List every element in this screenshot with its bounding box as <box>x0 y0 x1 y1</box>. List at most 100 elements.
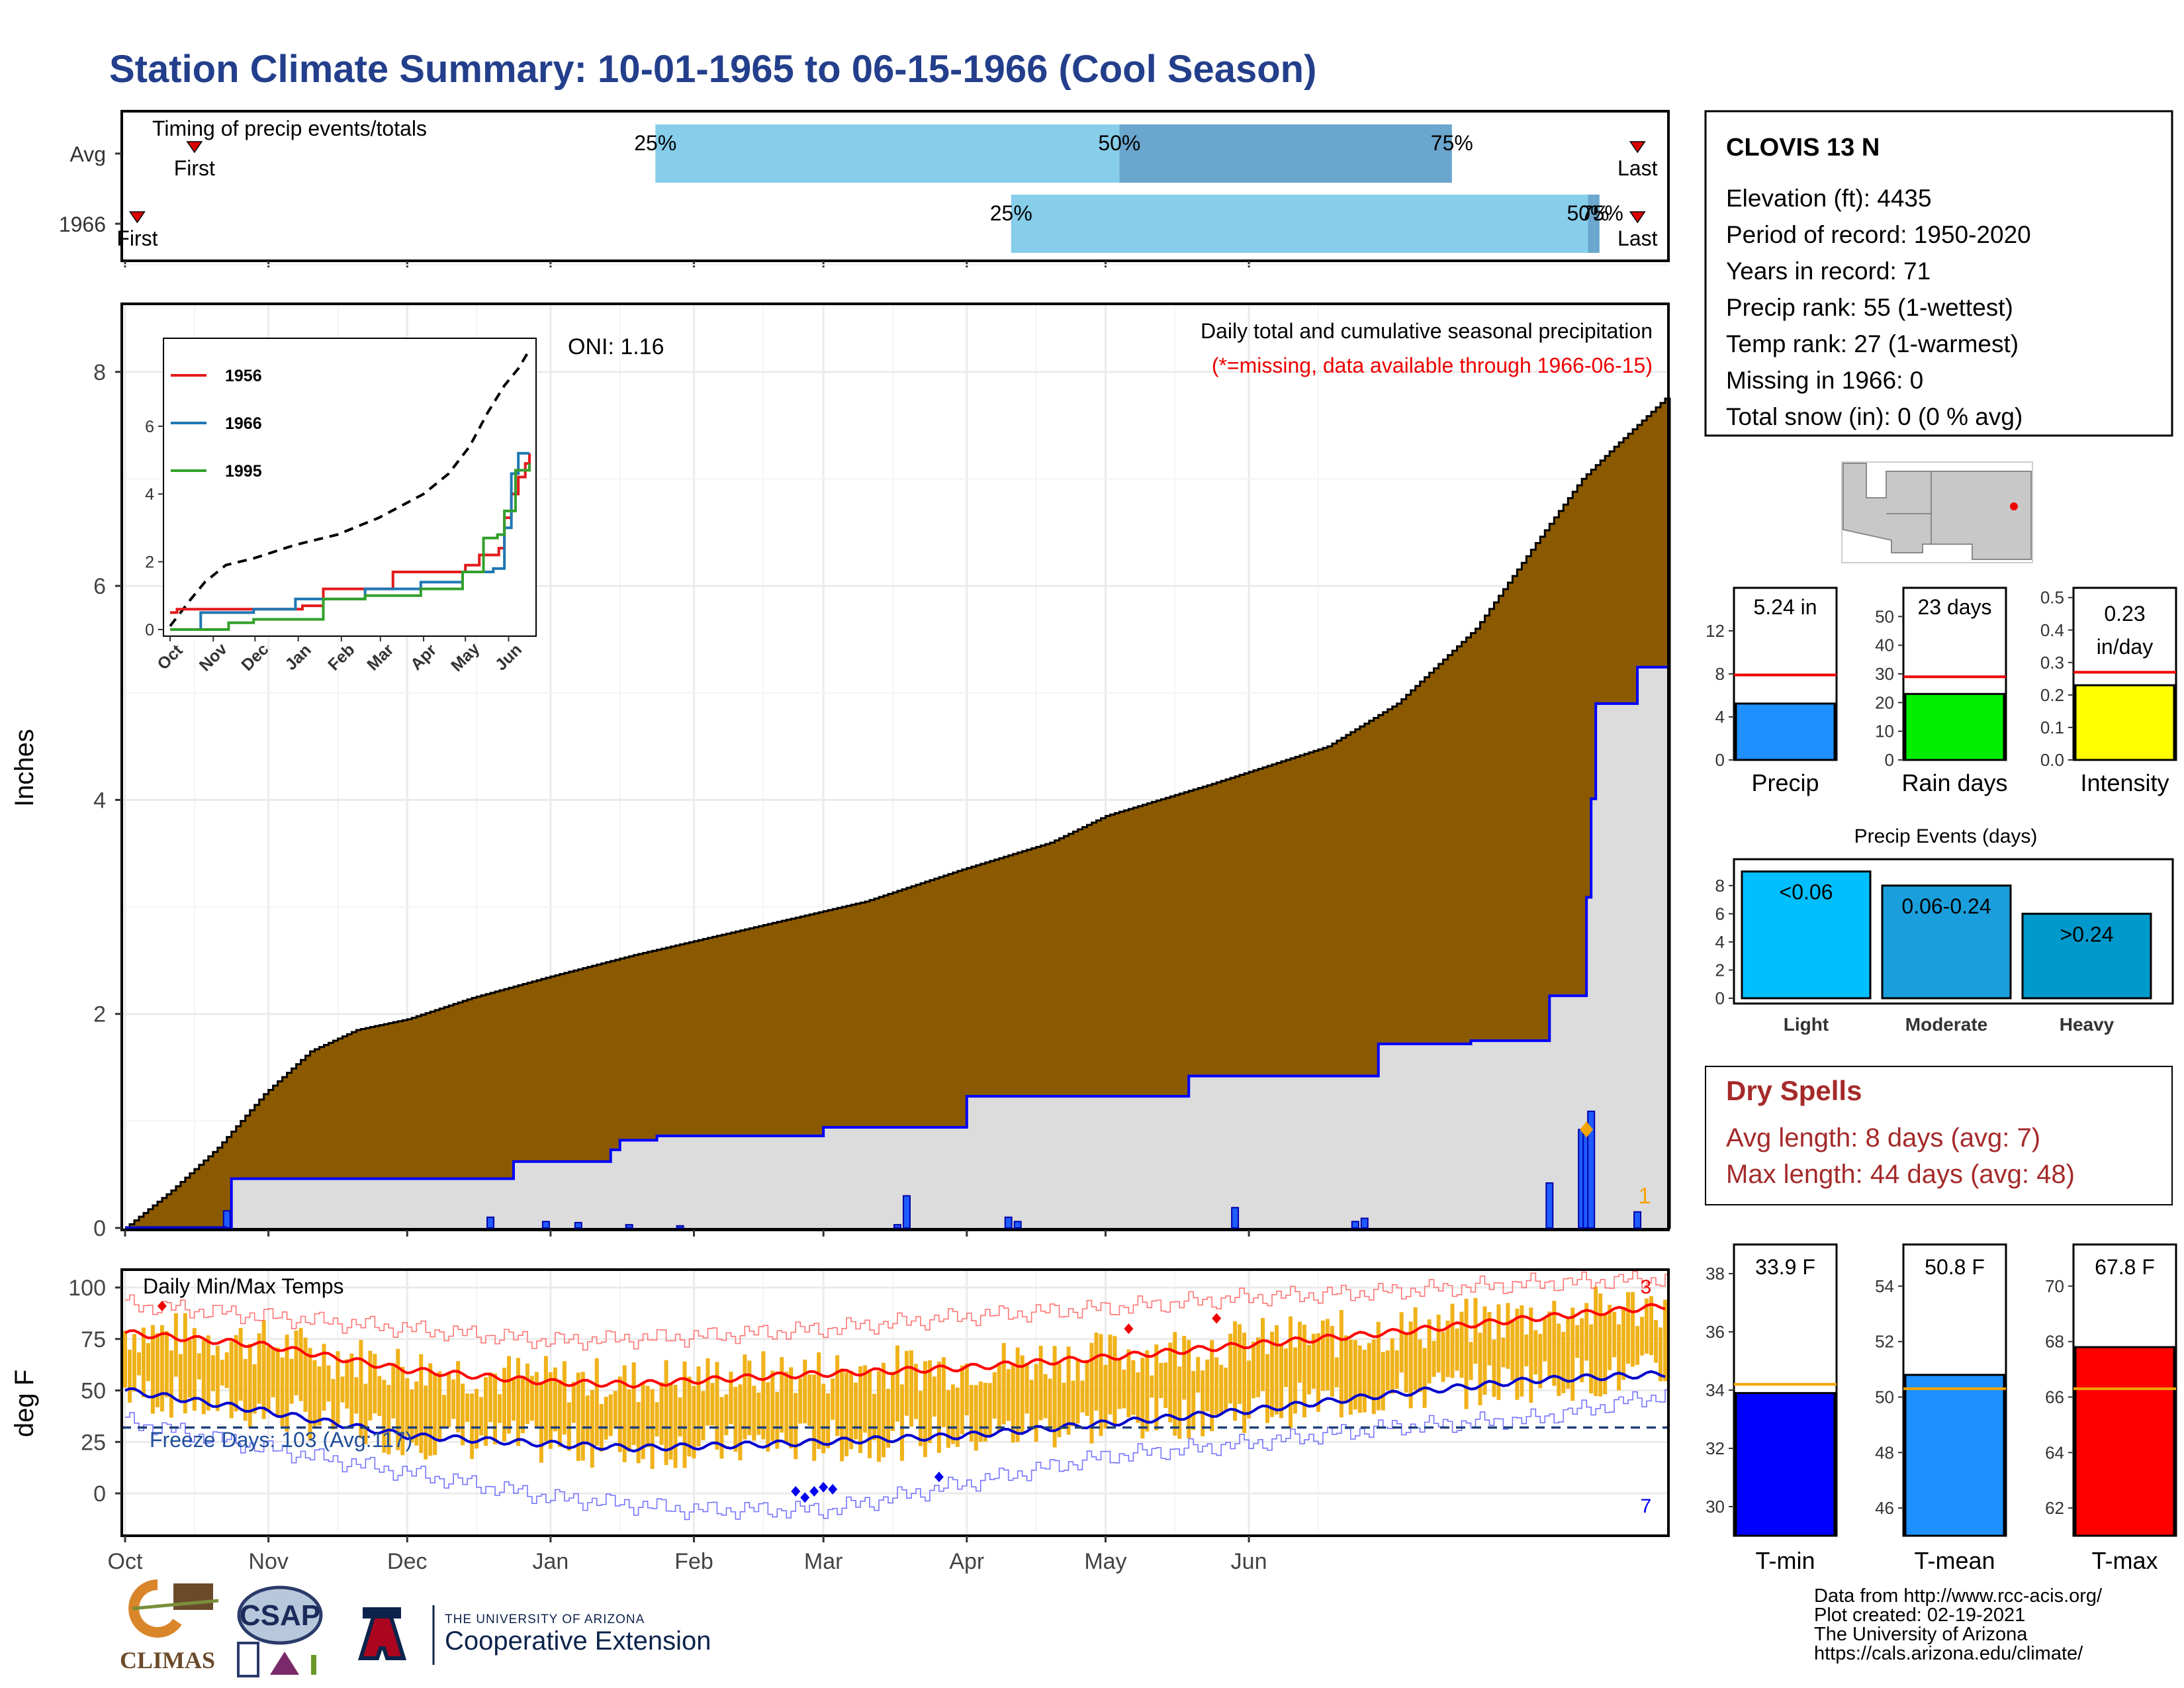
month-label: Jun <box>1231 1549 1267 1574</box>
daily-temp-bar <box>692 1385 696 1459</box>
daily-temp-bar <box>1404 1333 1408 1393</box>
daily-temp-bar <box>1626 1291 1631 1364</box>
daily-temp-bar <box>1113 1336 1117 1427</box>
temp-min-count: 7 <box>1641 1495 1652 1517</box>
daily-temp-bar <box>904 1350 909 1416</box>
daily-temp-bar <box>899 1384 904 1461</box>
daily-temp-bar <box>1441 1332 1445 1382</box>
daily-temp-bar <box>960 1365 964 1434</box>
daily-temp-bar <box>377 1376 382 1417</box>
daily-temp-bar <box>978 1381 983 1442</box>
daily-temp-bar <box>1408 1321 1413 1409</box>
month-label: Dec <box>387 1549 427 1574</box>
daily-temp-bar <box>987 1383 992 1438</box>
timing-bar-mid <box>1588 195 1594 253</box>
daily-temp-bar <box>1413 1307 1418 1391</box>
daily-temp-bar <box>1543 1318 1547 1362</box>
daily-temp-bar <box>775 1391 780 1449</box>
timing-bar-early <box>655 124 1120 183</box>
summary-bar-precip <box>1735 702 1836 761</box>
daily-temp-bar <box>525 1363 529 1424</box>
daily-temp-bar <box>752 1385 756 1441</box>
month-label: Nov <box>248 1549 288 1574</box>
daily-temp-bar <box>308 1348 312 1441</box>
daily-temp-bar <box>835 1355 840 1436</box>
daily-temp-bar <box>261 1320 266 1419</box>
daily-temp-bar <box>946 1389 950 1448</box>
summary-label: Rain days <box>1901 769 2007 796</box>
daily-temp-bar <box>539 1382 543 1463</box>
daily-temp-bar <box>1293 1347 1297 1414</box>
daily-temp-bar <box>1515 1308 1520 1400</box>
temp-summary-y-tick: 70 <box>2045 1276 2064 1296</box>
daily-temp-bar <box>1450 1303 1455 1378</box>
cumulative-1966-fill <box>125 667 1670 1228</box>
daily-temp-bar <box>169 1350 173 1418</box>
daily-temp-bar <box>719 1397 724 1459</box>
daily-temp-bar <box>123 1331 127 1388</box>
footer: CLIMAS CSAP THE UNIVERSITY OF ARIZONA Co… <box>120 1579 2103 1677</box>
dry-spells-max: Max length: 44 days (avg: 48) <box>1726 1160 2075 1189</box>
cumulative-1966-line <box>125 665 1670 1229</box>
daily-temp-bar <box>756 1392 761 1435</box>
daily-temp-bar <box>294 1331 298 1395</box>
daily-precip-bar <box>1587 1110 1596 1229</box>
footer-line: https://cals.arizona.edu/climate/ <box>1814 1643 2083 1664</box>
temp-summary-value-label: 50.8 F <box>1925 1255 1985 1279</box>
daily-temp-bar <box>687 1376 692 1457</box>
daily-temp-bar <box>1584 1303 1589 1361</box>
daily-temp-bar <box>164 1331 169 1397</box>
precip-missing-note: (*=missing, data available through 1966-… <box>1212 353 1653 377</box>
temp-line-avg-min <box>124 1370 1666 1453</box>
daily-temp-bar <box>955 1387 960 1447</box>
daily-temp-bar <box>1561 1331 1566 1393</box>
daily-temp-bar <box>932 1376 936 1417</box>
daily-temp-bar <box>992 1372 997 1419</box>
daily-temp-bar <box>1390 1338 1394 1394</box>
daily-temp-bar <box>173 1313 178 1377</box>
oni-value: ONI: 1.16 <box>568 334 664 359</box>
record-marker <box>800 1492 810 1503</box>
daily-temp-bar <box>1506 1303 1510 1369</box>
daily-temp-bar <box>340 1376 345 1403</box>
daily-temp-bar <box>289 1358 294 1404</box>
temp-summary-bar-t-min <box>1735 1391 1836 1537</box>
daily-temp-bar <box>1501 1337 1506 1368</box>
record-marker <box>1212 1313 1222 1324</box>
daily-temp-bar <box>913 1364 918 1419</box>
locator-map <box>1841 461 2033 563</box>
daily-temp-bar <box>580 1372 585 1461</box>
daily-temp-bar <box>433 1374 437 1456</box>
daily-temp-bar <box>678 1397 682 1436</box>
daily-precip-bar <box>574 1221 582 1229</box>
daily-temp-bar <box>1496 1304 1501 1400</box>
daily-temp-bar <box>1566 1317 1570 1389</box>
record-marker <box>157 1300 167 1311</box>
daily-temp-bar <box>1191 1371 1196 1430</box>
temp-summary-y-tick: 38 <box>1706 1264 1725 1284</box>
daily-temp-bar <box>1145 1350 1150 1432</box>
summary-value-label: in/day <box>2097 635 2153 659</box>
daily-temp-bar <box>1445 1320 1450 1378</box>
daily-temp-bar <box>1631 1291 1635 1367</box>
daily-temp-bar <box>1131 1360 1136 1415</box>
daily-temp-bar <box>766 1382 770 1452</box>
daily-temp-bar <box>553 1367 557 1432</box>
daily-temp-bar <box>1645 1298 1649 1354</box>
daily-temp-bar <box>617 1376 622 1452</box>
daily-temp-bar <box>285 1335 289 1432</box>
daily-temp-bar <box>234 1335 238 1412</box>
temp-summary-y-tick: 46 <box>1875 1498 1894 1518</box>
daily-temp-bar <box>923 1361 927 1458</box>
daily-temp-bar <box>844 1372 849 1457</box>
station-line: Years in record: 71 <box>1726 258 1931 285</box>
daily-precip-bar <box>1545 1182 1554 1229</box>
first-event-marker <box>186 141 203 154</box>
daily-temp-bar <box>428 1363 433 1456</box>
daily-temp-bar <box>682 1361 687 1468</box>
daily-temp-bar <box>1487 1311 1492 1366</box>
summary-label: Precip <box>1751 769 1819 796</box>
daily-temp-bar <box>747 1360 752 1436</box>
daily-temp-bar <box>201 1340 206 1415</box>
